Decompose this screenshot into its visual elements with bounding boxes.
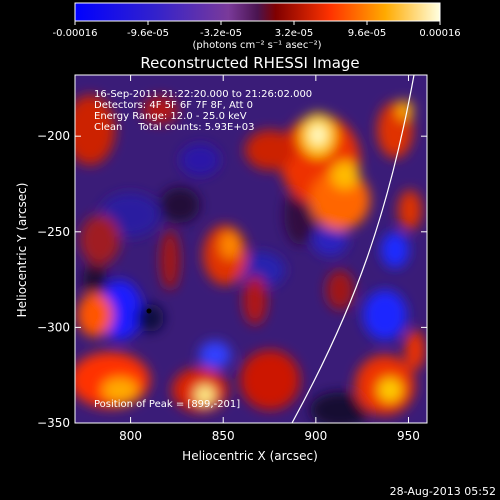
footer-timestamp: 28-Aug-2013 05:52: [390, 485, 496, 498]
x-tick-label: 900: [304, 429, 327, 443]
info-line: Clean Total counts: 5.93E+03: [94, 122, 254, 133]
colorbar-tick-label: 0.00016: [419, 28, 460, 39]
y-tick-label: −300: [37, 320, 70, 334]
info-line: Energy Range: 12.0 - 25.0 keV: [94, 111, 247, 122]
info-box: 16-Sep-2011 21:22:20.000 to 21:26:02.000…: [94, 89, 312, 133]
solar-limb-curve: [291, 75, 415, 423]
info-line: 16-Sep-2011 21:22:20.000 to 21:26:02.000: [94, 89, 312, 100]
image-blobs: [75, 95, 425, 423]
plot-title: Reconstructed RHESSI Image: [140, 54, 359, 72]
x-tick-label: 950: [397, 429, 420, 443]
colorbar-gradient: [74, 2, 441, 22]
colorbar-tick-label: 9.6e-05: [348, 28, 386, 39]
colorbar-tick-label: -3.2e-05: [200, 28, 242, 39]
colorbar-tick-label: -0.00016: [53, 28, 98, 39]
peak-marker: [146, 308, 152, 314]
x-axis-label: Heliocentric X (arcsec): [182, 449, 318, 463]
y-tick-label: −250: [37, 225, 70, 239]
colorbar: -0.00016 -9.6e-05 -3.2e-05 3.2e-05 9.6e-05 0.…: [53, 2, 461, 51]
colorbar-tick-label: -9.6e-05: [127, 28, 169, 39]
y-tick-label: −350: [37, 416, 70, 430]
colorbar-ticks: -0.00016 -9.6e-05 -3.2e-05 3.2e-05 9.6e-05 0.…: [53, 21, 461, 39]
colorbar-tick-label: 3.2e-05: [275, 28, 313, 39]
x-tick-label: 800: [119, 429, 142, 443]
image-area: [75, 75, 427, 423]
peak-position-label: Position of Peak = [899,-201]: [94, 399, 240, 410]
x-tick-label: 850: [212, 429, 235, 443]
colorbar-unit-label: (photons cm⁻² s⁻¹ asec⁻²): [192, 40, 321, 51]
info-line: Detectors: 4F 5F 6F 7F 8F, Att 0: [94, 100, 253, 111]
y-tick-label: −200: [37, 129, 70, 143]
y-axis-label: Heliocentric Y (arcsec): [15, 183, 29, 318]
y-axis-ticks: −200 −250 −300 −350: [37, 129, 427, 430]
x-axis-ticks: 800 850 900 950: [119, 75, 420, 443]
plot-frame: [74, 74, 428, 424]
